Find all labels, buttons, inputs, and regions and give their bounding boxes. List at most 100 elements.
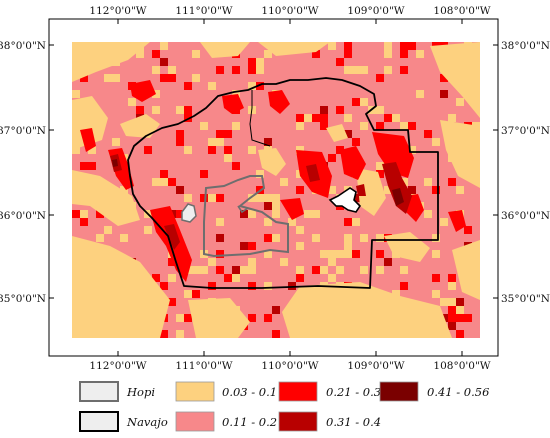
raster-cell — [264, 50, 272, 58]
raster-cell — [248, 258, 256, 266]
raster-cell — [376, 122, 384, 130]
raster-cell — [232, 122, 240, 130]
raster-cell — [184, 314, 192, 322]
raster-cell — [384, 258, 392, 266]
raster-cell — [408, 42, 416, 50]
raster-cell — [80, 218, 88, 226]
raster-cell — [408, 146, 416, 154]
legend-label-hopi: Hopi — [126, 385, 155, 399]
raster-cell — [192, 290, 200, 298]
raster-cell — [248, 314, 256, 322]
raster-cell — [352, 250, 360, 258]
raster-cell — [376, 250, 384, 258]
raster-cell — [264, 138, 272, 146]
raster-cell — [104, 74, 112, 82]
raster-cell — [448, 282, 456, 290]
raster-cell — [384, 66, 392, 74]
legend-label-class-4: 0.31 - 0.4 — [326, 415, 381, 429]
navajo-boundary — [127, 77, 439, 289]
raster-cell — [248, 82, 256, 90]
raster-cell — [176, 138, 184, 146]
raster-cell — [336, 250, 344, 258]
left-tick-label: 35°0'0"N — [0, 293, 46, 305]
raster-cell — [320, 114, 328, 122]
raster-cell — [400, 66, 408, 74]
raster-cell — [408, 186, 416, 194]
raster-cell — [160, 282, 168, 290]
raster-cell — [280, 178, 288, 186]
low-value-regions — [72, 42, 480, 338]
raster-cell — [344, 114, 352, 122]
raster-cell — [400, 50, 408, 58]
raster-cell — [448, 178, 456, 186]
legend-swatch-class-3 — [278, 381, 318, 402]
raster-cell — [88, 146, 96, 154]
raster-cell — [176, 186, 184, 194]
legend-swatch-class-4 — [278, 411, 318, 432]
right-tick-label: 38°0'0"N — [501, 40, 550, 52]
raster-cell — [208, 82, 216, 90]
raster-cell — [208, 138, 216, 146]
raster-cell — [336, 58, 344, 66]
raster-cell — [312, 234, 320, 242]
hopi-inner-line — [237, 205, 249, 214]
raster-cell — [144, 146, 152, 154]
raster-cell — [288, 218, 296, 226]
raster-cell — [352, 98, 360, 106]
raster-cell — [320, 122, 328, 130]
raster-cell — [448, 314, 456, 322]
raster-cell — [192, 266, 200, 274]
raster-cell — [432, 234, 440, 242]
raster-cell — [256, 82, 264, 90]
raster-cell — [432, 186, 440, 194]
raster-cell — [136, 50, 144, 58]
hopi-enclave — [181, 203, 197, 223]
raster-cell — [216, 194, 224, 202]
raster-cell — [160, 178, 168, 186]
raster-cell — [168, 74, 176, 82]
raster-cell — [104, 226, 112, 234]
raster-cell — [384, 186, 392, 194]
raster-cell — [248, 146, 256, 154]
raster-cell — [248, 66, 256, 74]
raster-cell — [248, 210, 256, 218]
hopi-boundary — [203, 175, 289, 258]
raster-cell — [400, 42, 408, 50]
raster-cell — [176, 130, 184, 138]
raster-cell — [296, 266, 304, 274]
raster-cell — [224, 154, 232, 162]
legend-swatch-class-2 — [175, 411, 215, 432]
raster-cell — [160, 58, 168, 66]
bottom-tick-label: 109°0'0"W — [347, 360, 404, 372]
raster-cell — [232, 90, 240, 98]
raster-cell — [352, 194, 360, 202]
lake-outline — [328, 187, 362, 213]
raster-cell — [440, 74, 448, 82]
raster-cell — [336, 266, 344, 274]
legend-swatch-class-1 — [175, 381, 215, 402]
raster-cell — [272, 234, 280, 242]
legend-label-class-1: 0.03 - 0.1 — [222, 385, 277, 399]
raster-cell — [296, 226, 304, 234]
raster-cell — [344, 218, 352, 226]
raster-cell — [456, 98, 464, 106]
legend-label-class-5: 0.41 - 0.56 — [427, 385, 489, 399]
raster-cell — [296, 146, 304, 154]
raster-cell — [416, 50, 424, 58]
raster-cell — [344, 42, 352, 50]
legend-swatch-class-5 — [379, 381, 419, 402]
raster-cell — [224, 146, 232, 154]
raster-cell — [272, 330, 280, 338]
graticule-ticks — [49, 19, 498, 356]
raster-cell — [344, 250, 352, 258]
raster-cell — [352, 66, 360, 74]
raster-cell — [264, 314, 272, 322]
raster-cell — [456, 314, 464, 322]
raster-cell — [416, 90, 424, 98]
raster-cell — [72, 210, 80, 218]
left-tick-label: 37°0'0"N — [0, 125, 46, 137]
raster-cell — [160, 74, 168, 82]
raster-cell — [448, 306, 456, 314]
raster-cell — [232, 266, 240, 274]
raster-cell — [120, 234, 128, 242]
